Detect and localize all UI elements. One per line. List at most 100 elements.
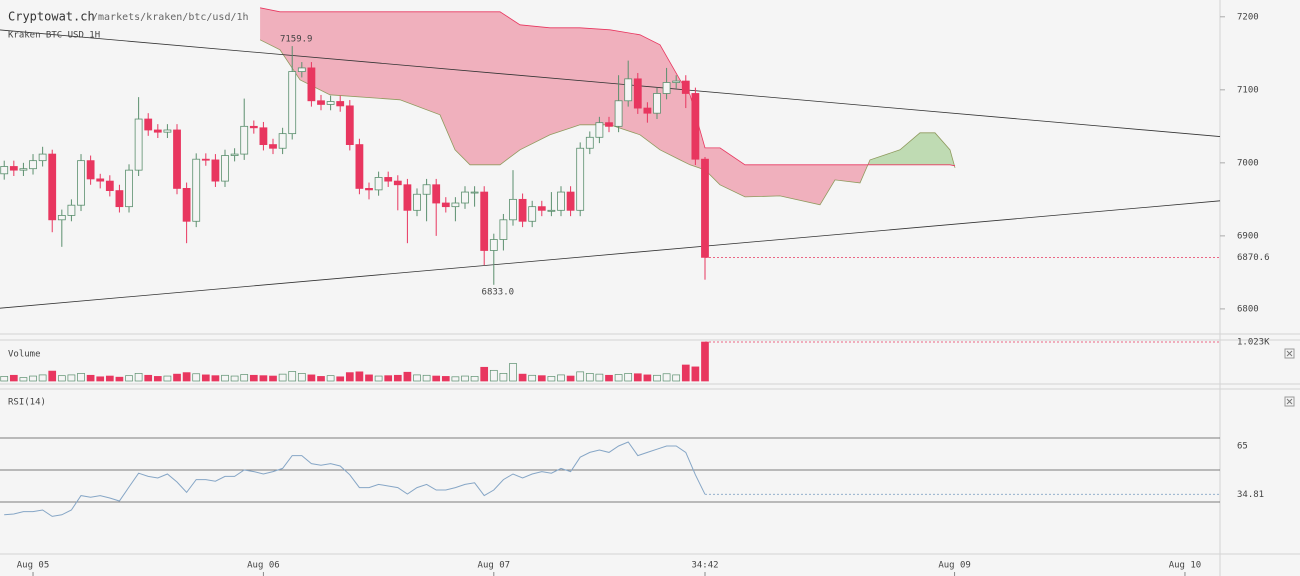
candle-body — [489, 239, 498, 251]
volume-bar — [470, 376, 479, 382]
volume-bar — [489, 369, 498, 382]
volume-bar — [307, 374, 316, 382]
cloud-fill — [470, 11, 500, 165]
volume-bar — [67, 374, 76, 382]
candle-body — [355, 144, 364, 189]
candle-body — [441, 202, 450, 208]
volume-bar — [29, 375, 37, 382]
candle-body — [480, 191, 489, 251]
site-name[interactable]: Cryptowat.ch — [8, 10, 95, 24]
candle-body — [653, 93, 661, 114]
candle-body — [614, 100, 623, 127]
candle-body — [163, 129, 172, 133]
volume-bar — [77, 373, 85, 382]
candle-body — [432, 184, 441, 204]
extreme-label: 6833.0 — [482, 287, 515, 297]
volume-bar — [393, 374, 402, 382]
volume-bar — [518, 373, 527, 382]
candle-body — [509, 198, 517, 221]
candle-body — [29, 160, 37, 170]
candle-body — [595, 122, 604, 138]
candle-body — [105, 180, 114, 191]
close-icon[interactable] — [1286, 398, 1293, 405]
volume-bar — [365, 374, 373, 382]
cloud-fill — [835, 164, 860, 183]
candle-body — [19, 168, 28, 171]
close-box[interactable] — [1284, 396, 1295, 407]
countdown-label: 34:42 — [691, 561, 718, 571]
candle-body — [537, 206, 546, 211]
close-box[interactable] — [1284, 348, 1295, 359]
volume-bar — [355, 371, 364, 382]
candle-body — [48, 153, 57, 221]
x-tick-label: Aug 05 — [17, 561, 50, 571]
candle-body — [345, 105, 354, 145]
candle-body — [336, 101, 345, 107]
volume-bar — [557, 374, 565, 382]
volume-bar — [317, 376, 325, 382]
volume-title: Volume — [8, 350, 41, 360]
x-tick-label: Aug 09 — [938, 561, 971, 571]
volume-bar — [288, 371, 297, 382]
volume-bar — [269, 375, 277, 382]
volume-bar — [182, 372, 191, 382]
candle-body — [403, 184, 412, 211]
y-tick-label: 6900 — [1237, 231, 1259, 241]
volume-bar — [48, 370, 57, 382]
volume-bar — [566, 375, 575, 382]
cloud-fill — [705, 147, 720, 185]
candle-body — [240, 125, 249, 155]
cloud-fill — [920, 132, 935, 165]
cloud-fill — [280, 11, 300, 80]
candle-body — [96, 178, 105, 182]
volume-bar — [240, 374, 249, 382]
candle-body — [288, 71, 297, 135]
volume-bar — [701, 341, 709, 382]
volume-bar — [105, 375, 114, 382]
volume-bar — [0, 376, 9, 382]
volume-bar — [297, 373, 306, 382]
volume-bar — [614, 374, 623, 382]
extreme-label: 7159.9 — [280, 35, 313, 45]
volume-bar — [633, 373, 642, 382]
chart-title: Kraken BTC USD 1H — [8, 31, 100, 41]
volume-bar — [163, 375, 172, 382]
rsi-title: RSI(14) — [8, 398, 46, 408]
cloud-fill — [745, 164, 780, 197]
volume-bar — [115, 376, 124, 382]
plot: 7200 7100 7000 6900 6800 Aug 05 Aug 06 Aug 07 Au… — [0, 7, 1270, 576]
volume-bar — [403, 371, 412, 382]
volume-bar — [547, 376, 556, 382]
y-tick-label: 7200 — [1237, 12, 1259, 22]
candle-body — [422, 184, 431, 195]
close-button[interactable] — [1284, 348, 1295, 359]
volume-bar — [336, 376, 345, 382]
candle-body — [201, 158, 210, 161]
volume-bar — [144, 374, 153, 382]
candle-body — [547, 209, 556, 212]
candle-body — [461, 191, 469, 204]
candle-body — [297, 67, 306, 72]
cloud-fill — [660, 44, 680, 160]
volume-bar — [249, 374, 258, 382]
volume-bar — [192, 373, 201, 382]
volume-bar — [509, 363, 517, 382]
cloud-fill — [455, 11, 470, 165]
close-button[interactable] — [1284, 396, 1295, 407]
candle-body — [470, 191, 479, 194]
volume-bar — [576, 371, 585, 382]
candle-body — [134, 118, 143, 171]
trendline — [0, 29, 1221, 137]
y-tick-label: 7100 — [1237, 85, 1259, 95]
candle-body — [221, 155, 229, 182]
candle-body — [326, 101, 335, 105]
candle-body — [278, 133, 287, 149]
cloud-fill — [820, 164, 835, 205]
volume-bar — [643, 374, 652, 382]
volume-bar — [480, 366, 489, 382]
volume-bar — [653, 374, 661, 382]
close-icon[interactable] — [1286, 350, 1293, 357]
volume-bar — [499, 373, 508, 382]
volume-bar — [38, 374, 47, 382]
candle-body — [230, 153, 239, 156]
